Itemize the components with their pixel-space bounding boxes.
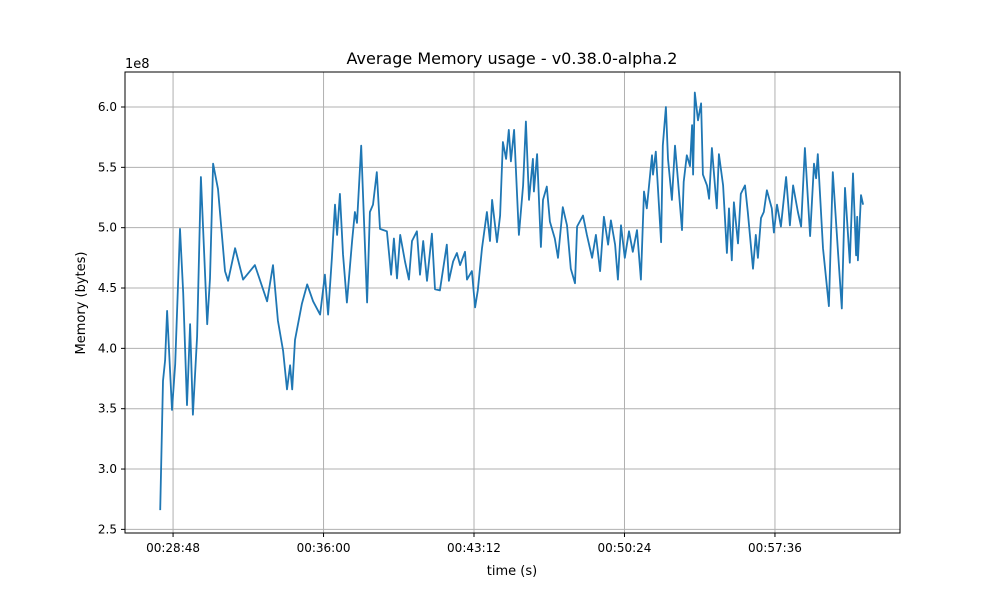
y-axis-label: Memory (bytes)	[74, 252, 89, 355]
grid	[125, 72, 900, 533]
x-tick-label: 00:50:24	[598, 541, 652, 555]
x-tick-label: 00:28:48	[146, 541, 200, 555]
y-tick-label: 5.0	[98, 221, 117, 235]
y-tick-label: 3.5	[98, 402, 117, 416]
y-tick-label: 2.5	[98, 522, 117, 536]
y-tick-label: 4.0	[98, 341, 117, 355]
y-tick-label: 6.0	[98, 100, 117, 114]
chart-title: Average Memory usage - v0.38.0-alpha.2	[347, 49, 678, 68]
y-offset-label: 1e8	[125, 57, 150, 72]
axes-frame	[124, 71, 901, 534]
x-axis-label: time (s)	[487, 564, 537, 579]
ticks: 00:28:48 00:36:00 00:43:12 00:50:24 00:57:36…	[98, 100, 802, 555]
y-tick-label: 5.5	[98, 160, 117, 174]
x-tick-label: 00:57:36	[748, 541, 802, 555]
y-tick-label: 3.0	[98, 462, 117, 476]
x-tick-label: 00:43:12	[447, 541, 501, 555]
memory-series-line	[159, 91, 864, 511]
x-tick-label: 00:36:00	[297, 541, 351, 555]
series-layer	[159, 91, 864, 511]
y-tick-label: 4.5	[98, 281, 117, 295]
